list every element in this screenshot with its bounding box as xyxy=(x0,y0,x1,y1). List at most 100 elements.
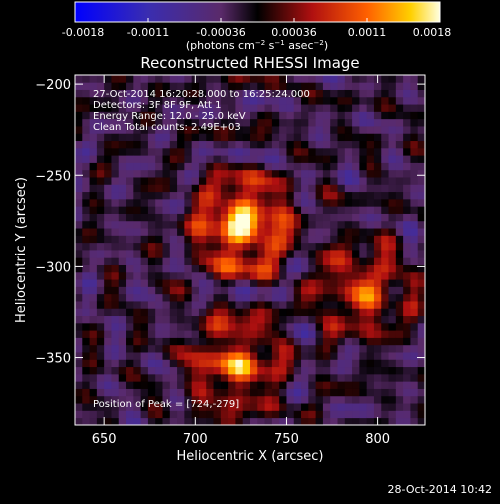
heatmap-cell xyxy=(177,373,185,382)
heatmap-cell xyxy=(162,126,171,134)
heatmap-cell xyxy=(264,155,273,163)
heatmap-cell xyxy=(257,140,265,149)
heatmap-cell xyxy=(235,126,244,134)
heatmap-cell xyxy=(162,344,171,353)
heatmap-cell xyxy=(235,111,244,120)
heatmap-cell xyxy=(359,111,368,120)
heatmap-cell xyxy=(337,169,346,178)
heatmap-cell xyxy=(155,75,163,83)
heatmap-cell xyxy=(82,198,90,207)
heatmap-cell xyxy=(286,118,295,127)
heatmap-cell xyxy=(330,301,338,309)
heatmap-cell xyxy=(410,89,419,98)
heatmap-cell xyxy=(359,264,368,273)
heatmap-cell xyxy=(403,395,411,404)
heatmap-cell xyxy=(75,359,83,368)
heatmap-cell xyxy=(322,337,331,346)
heatmap-cell xyxy=(242,330,251,338)
heatmap-cell xyxy=(271,315,280,324)
annotation-energy-range: Energy Range: 12.0 - 25.0 keV xyxy=(93,111,246,122)
heatmap-cell xyxy=(126,82,134,90)
heatmap-cell xyxy=(140,126,149,134)
heatmap-cell xyxy=(96,75,105,83)
heatmap-cell xyxy=(257,191,265,200)
heatmap-cell xyxy=(213,198,222,207)
heatmap-cell xyxy=(96,264,105,273)
heatmap-cell xyxy=(381,96,389,105)
heatmap-cell xyxy=(162,96,171,105)
heatmap-cell xyxy=(104,359,112,368)
heatmap-cell xyxy=(271,75,280,83)
heatmap-cell xyxy=(140,133,149,142)
heatmap-cell xyxy=(381,279,389,287)
heatmap-cell xyxy=(133,417,142,425)
heatmap-cell xyxy=(235,96,244,105)
heatmap-cell xyxy=(417,359,425,368)
heatmap-cell xyxy=(147,373,156,382)
heatmap-cell xyxy=(395,147,404,156)
heatmap-cell xyxy=(118,250,127,258)
heatmap-cell xyxy=(344,381,353,389)
heatmap-cell xyxy=(279,403,287,411)
heatmap-cell xyxy=(235,330,244,338)
heatmap-cell xyxy=(395,220,404,229)
heatmap-cell xyxy=(169,206,178,214)
heatmap-cell xyxy=(147,315,156,324)
heatmap-cell xyxy=(286,344,295,353)
heatmap-cell xyxy=(250,381,258,389)
heatmap-cell xyxy=(104,257,112,265)
heatmap-cell xyxy=(126,184,134,193)
heatmap-cell xyxy=(271,366,280,375)
heatmap-cell xyxy=(373,301,382,309)
heatmap-cell xyxy=(104,133,112,142)
heatmap-cell xyxy=(403,177,411,185)
heatmap-cell xyxy=(352,242,360,251)
heatmap-cell xyxy=(359,308,368,317)
heatmap-cell xyxy=(279,155,287,163)
heatmap-cell xyxy=(337,82,346,90)
heatmap-cell xyxy=(264,388,273,397)
heatmap-cell xyxy=(344,126,353,134)
heatmap-cell xyxy=(162,330,171,338)
heatmap-cell xyxy=(118,162,127,171)
heatmap-cell xyxy=(118,228,127,236)
heatmap-cell xyxy=(344,242,353,251)
heatmap-cell xyxy=(301,301,309,309)
heatmap-cell xyxy=(366,395,375,404)
heatmap-cell xyxy=(352,198,360,207)
heatmap-cell xyxy=(118,366,127,375)
heatmap-cell xyxy=(403,206,411,214)
heatmap-cell xyxy=(315,308,324,317)
heatmap-cell xyxy=(213,242,222,251)
heatmap-cell xyxy=(118,155,127,163)
heatmap-cell xyxy=(147,75,156,83)
heatmap-cell xyxy=(417,352,425,360)
heatmap-cell xyxy=(206,366,214,375)
heatmap-cell xyxy=(198,264,207,273)
heatmap-cell xyxy=(279,279,287,287)
heatmap-cell xyxy=(395,315,404,324)
heatmap-cell xyxy=(118,330,127,338)
heatmap-cell xyxy=(206,118,214,127)
heatmap-cell xyxy=(235,344,244,353)
heatmap-cell xyxy=(301,89,309,98)
heatmap-cell xyxy=(366,330,375,338)
heatmap-cell xyxy=(126,315,134,324)
heatmap-cell xyxy=(228,359,236,368)
heatmap-cell xyxy=(133,191,142,200)
heatmap-cell xyxy=(322,206,331,214)
heatmap-cell xyxy=(133,388,142,397)
heatmap-cell xyxy=(417,250,425,258)
heatmap-cell xyxy=(213,82,222,90)
heatmap-cell xyxy=(220,177,229,185)
heatmap-cell xyxy=(322,279,331,287)
heatmap-cell xyxy=(126,279,134,287)
heatmap-cell xyxy=(162,315,171,324)
heatmap-cell xyxy=(147,257,156,265)
heatmap-cell xyxy=(220,104,229,112)
heatmap-cell xyxy=(198,301,207,309)
heatmap-cell xyxy=(155,242,163,251)
heatmap-cell xyxy=(126,264,134,273)
heatmap-cell xyxy=(242,191,251,200)
heatmap-cell xyxy=(279,308,287,317)
